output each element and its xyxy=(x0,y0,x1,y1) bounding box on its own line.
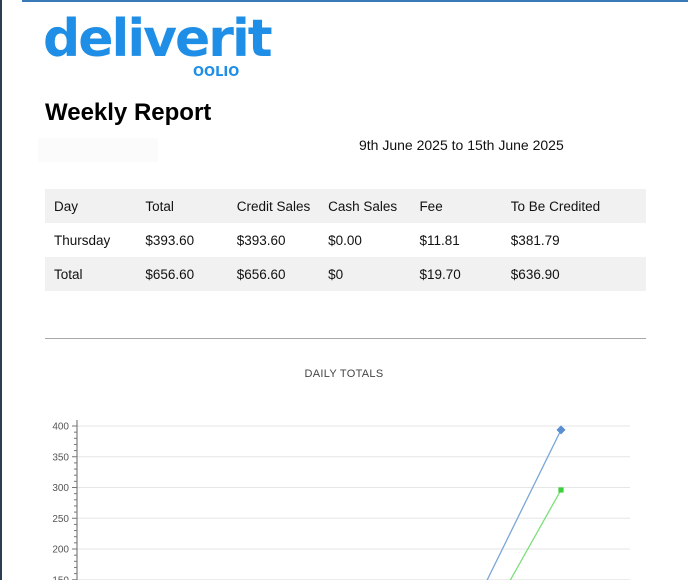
window-top-border xyxy=(22,0,688,2)
total-credit-sales: $656.60 xyxy=(236,266,286,282)
page-title: Weekly Report xyxy=(45,99,212,126)
total-label: Total xyxy=(54,266,83,282)
chart-title: DAILY TOTALS xyxy=(304,368,384,380)
deliverit-logo: deliverit OOLIO xyxy=(43,9,273,87)
y-tick-label: 300 xyxy=(52,483,69,494)
logo-sub-brand: OOLIO xyxy=(193,65,240,80)
series-point xyxy=(556,425,566,435)
header-credit-sales: Credit Sales xyxy=(236,198,311,214)
cell-cash-sales: $0.00 xyxy=(328,232,362,248)
cell-total: $393.60 xyxy=(145,232,195,248)
y-tick-label: 400 xyxy=(52,422,69,433)
total-total: $656.60 xyxy=(145,266,195,282)
cell-credit-sales: $393.60 xyxy=(236,232,286,248)
cell-day: Thursday xyxy=(54,232,111,248)
series-line xyxy=(486,429,562,580)
table-header-row: Day Total Credit Sales Cash Sales Fee To… xyxy=(45,189,646,223)
header-day: Day xyxy=(54,198,79,214)
section-divider xyxy=(45,338,646,339)
y-tick-label: 150 xyxy=(52,575,69,580)
total-cash-sales: $0 xyxy=(328,266,344,282)
total-to-be-credited: $636.90 xyxy=(510,266,560,282)
header-to-be-credited: To Be Credited xyxy=(510,198,601,214)
faint-placeholder-box xyxy=(38,138,158,162)
y-tick-label: 250 xyxy=(52,514,69,525)
date-range: 9th June 2025 to 15th June 2025 xyxy=(359,137,564,153)
header-cash-sales: Cash Sales xyxy=(328,198,398,214)
header-total: Total xyxy=(145,198,174,214)
y-tick-label: 200 xyxy=(52,545,69,556)
series-point xyxy=(558,487,564,493)
table-total-row: Total $656.60 $656.60 $0 $19.70 $636.90 xyxy=(45,257,646,291)
cell-fee: $11.81 xyxy=(419,232,460,248)
y-tick-label: 350 xyxy=(52,452,69,463)
window-left-border xyxy=(0,0,2,580)
logo-wordmark: deliverit xyxy=(43,9,273,69)
series-line xyxy=(509,489,562,580)
header-fee: Fee xyxy=(419,198,443,214)
cell-to-be-credited: $381.79 xyxy=(510,232,560,248)
table-row: Thursday $393.60 $393.60 $0.00 $11.81 $3… xyxy=(45,223,646,257)
total-fee: $19.70 xyxy=(419,266,461,282)
weekly-report-table: Day Total Credit Sales Cash Sales Fee To… xyxy=(45,189,646,291)
